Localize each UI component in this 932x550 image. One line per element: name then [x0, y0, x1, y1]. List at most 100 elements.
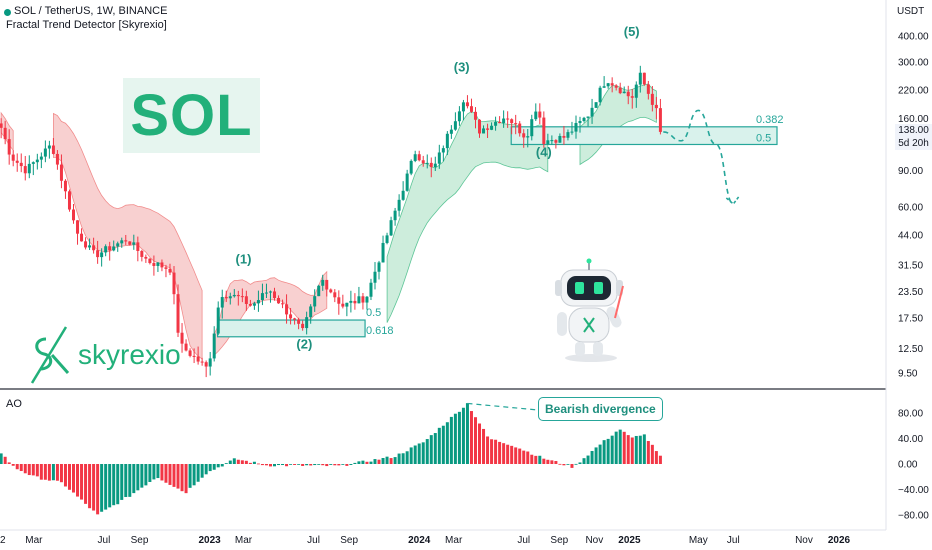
ao-bar [204, 464, 208, 475]
candle-body [136, 242, 140, 251]
ao-bar [341, 464, 345, 465]
candle-body [59, 164, 63, 181]
candle-body [578, 121, 582, 124]
ao-bar [389, 458, 393, 464]
ao-bar [136, 464, 140, 491]
symbol-title[interactable]: SOL / TetherUS, 1W, BINANCE [14, 5, 168, 17]
ao-bar [494, 439, 498, 464]
indicator-title[interactable]: Fractal Trend Detector [Skyrexio] [6, 19, 167, 31]
ao-bar [586, 455, 590, 464]
ao-bar [188, 464, 192, 488]
ao-bar [19, 464, 23, 472]
bar-countdown: 5d 20h [895, 137, 932, 150]
time-tick-label: Jul [98, 535, 111, 546]
candle-body [345, 302, 349, 307]
candle-body [176, 294, 180, 333]
ao-bar [449, 416, 453, 464]
candle-body [192, 355, 196, 357]
time-tick-label: Nov [795, 535, 813, 546]
ao-bar [421, 442, 425, 464]
ao-bar [534, 455, 538, 464]
candle-body [260, 293, 264, 301]
candle-body [522, 133, 526, 138]
ao-bar [361, 460, 365, 464]
currency-label[interactable]: USDT [897, 6, 925, 17]
ao-bar [506, 444, 510, 464]
candle-body [329, 289, 333, 293]
ao-pane-title[interactable]: AO [6, 398, 22, 410]
candle-body [285, 304, 289, 315]
candle-body [100, 252, 104, 258]
price-tick-label: 12.50 [898, 344, 923, 355]
candle-body [405, 173, 409, 191]
ao-bar [244, 460, 248, 464]
candle-body [570, 131, 574, 133]
ao-bar [542, 458, 546, 464]
candle-body [256, 300, 260, 304]
ao-bar [349, 464, 353, 465]
support-zone [217, 319, 366, 338]
candle-body [638, 72, 642, 85]
ao-bar [168, 464, 172, 485]
ao-bar [0, 453, 3, 464]
ao-bar [260, 464, 264, 466]
candle-body [614, 85, 618, 88]
candle-body [494, 121, 498, 126]
ao-bar [630, 437, 634, 464]
ao-bar [618, 429, 622, 464]
ao-bar [124, 464, 128, 498]
ao-bar [385, 456, 389, 464]
candle-body [35, 159, 39, 163]
ao-bar [305, 464, 309, 466]
ao-bar [578, 462, 582, 464]
candle-body [502, 118, 506, 124]
candle-body [120, 240, 124, 244]
candle-body [321, 279, 325, 286]
candle-body [590, 107, 594, 117]
wave-label: (5) [624, 24, 640, 39]
price-tick-label: 400.00 [898, 32, 929, 43]
candle-body [353, 300, 357, 304]
time-tick-label: Nov [585, 535, 603, 546]
price-tick-label: 31.50 [898, 260, 923, 271]
ao-bar [3, 456, 7, 464]
candle-body [650, 93, 654, 105]
candle-body [325, 279, 329, 290]
ao-bar [486, 436, 490, 464]
candle-body [31, 162, 35, 164]
ao-bar [281, 464, 285, 466]
candle-body [357, 296, 361, 304]
candle-body [196, 356, 200, 362]
ao-bar [321, 464, 325, 466]
fib-level-label: 0.618 [366, 325, 394, 337]
candle-body [297, 319, 301, 324]
candle-body [164, 267, 168, 269]
ao-bar [482, 428, 486, 464]
candle-body [634, 84, 638, 98]
ao-bar [39, 464, 43, 480]
candle-body [558, 135, 562, 143]
candle-body [7, 139, 11, 155]
candle-body [385, 235, 389, 243]
time-tick-label: Mar [25, 535, 43, 546]
ao-bar [562, 464, 566, 466]
ao-bar [15, 464, 19, 470]
candle-body [19, 162, 23, 167]
candle-body [47, 145, 51, 149]
candle-body [437, 152, 441, 164]
ao-bar [80, 464, 84, 500]
wave-label: (2) [296, 336, 312, 351]
ao-bar [365, 461, 369, 464]
ao-bar [522, 450, 526, 464]
ao-bar [353, 462, 357, 464]
candle-body [542, 117, 546, 144]
candle-body [554, 140, 558, 143]
candle-body [369, 282, 373, 297]
ao-tick-label: 80.00 [898, 409, 923, 420]
ao-bar [200, 464, 204, 478]
divergence-line [467, 402, 539, 411]
candle-body [646, 84, 650, 94]
ao-bar [465, 403, 469, 464]
projection-arrowhead [725, 195, 740, 206]
